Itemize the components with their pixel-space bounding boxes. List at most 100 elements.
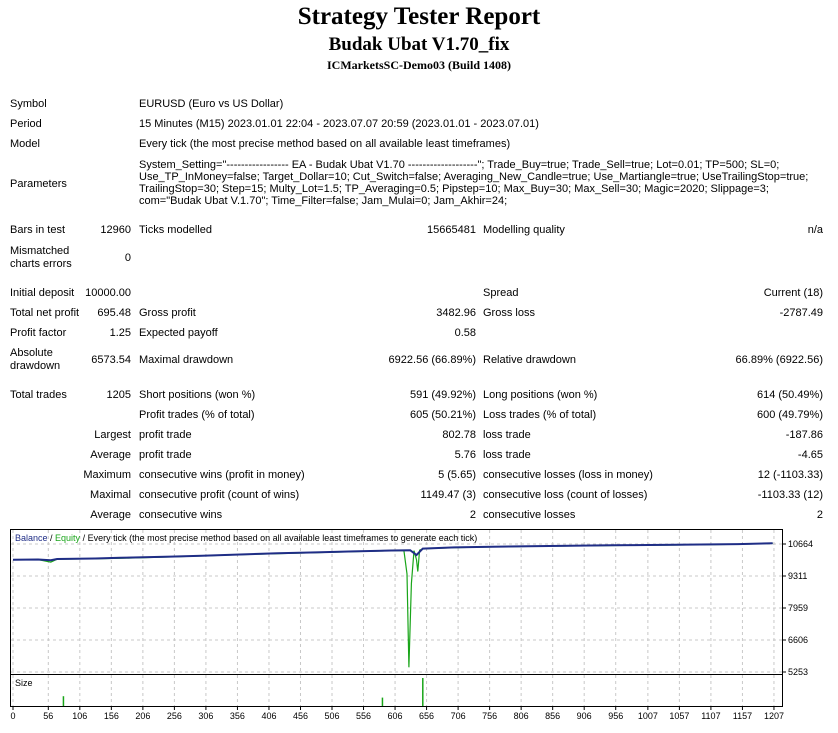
bars-value: 12960 xyxy=(100,224,131,236)
ticks-label: Ticks modelled xyxy=(139,224,212,236)
mismatched-label: Mismatched charts errors xyxy=(10,245,72,270)
x-tick-label: 456 xyxy=(293,711,308,721)
mismatched-value: 0 xyxy=(124,252,131,264)
loss-trades-label: Loss trades (% of total) xyxy=(483,409,597,421)
y-tick-label: 9311 xyxy=(788,571,807,581)
average-loss-value: -4.65 xyxy=(797,449,823,461)
model-label: Model xyxy=(10,138,40,150)
short-value: 591 (49.92%) xyxy=(409,389,476,401)
gross-profit-label: Gross profit xyxy=(139,307,196,319)
size-chart-frame xyxy=(10,674,783,707)
maximal-label: Maximal xyxy=(90,489,131,501)
x-tick-label: 356 xyxy=(230,711,245,721)
average2-label: Average xyxy=(90,509,131,521)
x-tick-label: 1107 xyxy=(701,711,720,721)
profit-trades-value: 605 (50.21%) xyxy=(409,409,476,421)
largest-profit-value: 802.78 xyxy=(442,429,476,441)
total-trades-label: Total trades xyxy=(10,389,67,401)
x-tick-label: 156 xyxy=(104,711,119,721)
x-tick-label: 756 xyxy=(482,711,497,721)
total-trades-value: 1205 xyxy=(106,389,131,401)
balance-line xyxy=(12,542,773,562)
x-tick-label: 256 xyxy=(167,711,182,721)
x-tick-label: 1057 xyxy=(669,711,689,721)
chart-grid xyxy=(11,530,782,706)
ticks-value: 15665481 xyxy=(427,224,476,236)
average-label: Average xyxy=(90,449,131,461)
legend-equity: Equity xyxy=(55,533,81,543)
abs-drawdown-label: Absolute drawdown xyxy=(10,347,61,372)
profit-factor-value: 1.25 xyxy=(109,327,131,339)
max-cons-losses-value: 12 (-1103.33) xyxy=(757,469,823,481)
quality-label: Modelling quality xyxy=(483,224,565,236)
maximum-label: Maximum xyxy=(83,469,131,481)
largest-loss-value: -187.86 xyxy=(785,429,823,441)
y-tick-label: 10664 xyxy=(788,539,813,549)
largest-loss-label: loss trade xyxy=(483,429,531,441)
average-loss-label: loss trade xyxy=(483,449,531,461)
x-tick-label: 1007 xyxy=(638,711,658,721)
maximal-cons-loss-value: -1103.33 (12) xyxy=(757,489,823,501)
spread-value: Current (18) xyxy=(763,287,823,299)
maximal-cons-profit-value: 1149.47 (3) xyxy=(420,489,476,501)
period-label: Period xyxy=(10,118,42,130)
max-cons-losses-label: consecutive losses (loss in money) xyxy=(483,469,653,481)
spread-label: Spread xyxy=(483,287,519,299)
expected-payoff-value: 0.58 xyxy=(454,327,476,339)
avg-cons-losses-label: consecutive losses xyxy=(483,509,576,521)
largest-profit-label: profit trade xyxy=(139,429,192,441)
x-tick-label: 1207 xyxy=(764,711,784,721)
abs-drawdown-value: 6573.54 xyxy=(91,354,131,366)
expected-payoff-label: Expected payoff xyxy=(139,327,218,339)
legend-rest: Every tick (the most precise method base… xyxy=(88,533,478,543)
quality-value: n/a xyxy=(807,224,823,236)
x-tick-label: 0 xyxy=(10,711,15,721)
x-tick-label: 906 xyxy=(577,711,592,721)
max-drawdown-value: 6922.56 (66.89%) xyxy=(388,354,476,366)
equity-line xyxy=(13,542,773,668)
x-tick-label: 806 xyxy=(514,711,529,721)
avg-cons-wins-value: 2 xyxy=(469,509,476,521)
x-tick-label: 506 xyxy=(324,711,339,721)
x-tick-label: 556 xyxy=(356,711,371,721)
y-tick-label: 6606 xyxy=(788,635,808,645)
avg-cons-wins-label: consecutive wins xyxy=(139,509,223,521)
legend-sep1: / xyxy=(48,533,56,543)
short-label: Short positions (won %) xyxy=(139,389,256,401)
gross-profit-value: 3482.96 xyxy=(436,307,476,319)
x-tick-label: 206 xyxy=(135,711,150,721)
bars-label: Bars in test xyxy=(10,224,66,236)
server-build: ICMarketsSC-Demo03 (Build 1408) xyxy=(327,58,511,72)
x-tick-label: 656 xyxy=(419,711,434,721)
initial-deposit-value: 10000.00 xyxy=(85,287,131,299)
x-tick-label: 606 xyxy=(388,711,403,721)
loss-trades-value: 600 (49.79%) xyxy=(756,409,823,421)
size-label: Size xyxy=(15,678,33,688)
long-value: 614 (50.49%) xyxy=(756,389,823,401)
average-profit-value: 5.76 xyxy=(454,449,476,461)
x-tick-label: 706 xyxy=(451,711,466,721)
legend-balance: Balance xyxy=(15,533,48,543)
x-tick-label: 406 xyxy=(261,711,276,721)
symbol-label: Symbol xyxy=(10,98,47,110)
parameters-label: Parameters xyxy=(10,178,67,190)
y-tick-label: 7959 xyxy=(788,603,808,613)
maximal-cons-loss-label: consecutive loss (count of losses) xyxy=(483,489,648,501)
net-profit-value: 695.48 xyxy=(97,307,131,319)
x-tick-label: 56 xyxy=(43,711,53,721)
largest-label: Largest xyxy=(94,429,131,441)
parameters-value: System_Setting="----------------- EA - B… xyxy=(139,159,809,207)
max-cons-wins-value: 5 (5.65) xyxy=(438,469,476,481)
rel-drawdown-label: Relative drawdown xyxy=(483,354,576,366)
rel-drawdown-value: 66.89% (6922.56) xyxy=(735,354,823,366)
profit-trades-label: Profit trades (% of total) xyxy=(139,409,255,421)
long-label: Long positions (won %) xyxy=(483,389,598,401)
x-tick-label: 856 xyxy=(545,711,560,721)
average-profit-label: profit trade xyxy=(139,449,192,461)
legend-text: Balance / Equity / Every tick (the most … xyxy=(15,533,477,543)
ea-name: Budak Ubat V1.70_fix xyxy=(328,34,510,55)
y-tick-label: 5253 xyxy=(788,667,808,677)
x-tick-label: 1157 xyxy=(733,711,752,721)
initial-deposit-label: Initial deposit xyxy=(10,287,75,299)
gross-loss-value: -2787.49 xyxy=(779,307,823,319)
